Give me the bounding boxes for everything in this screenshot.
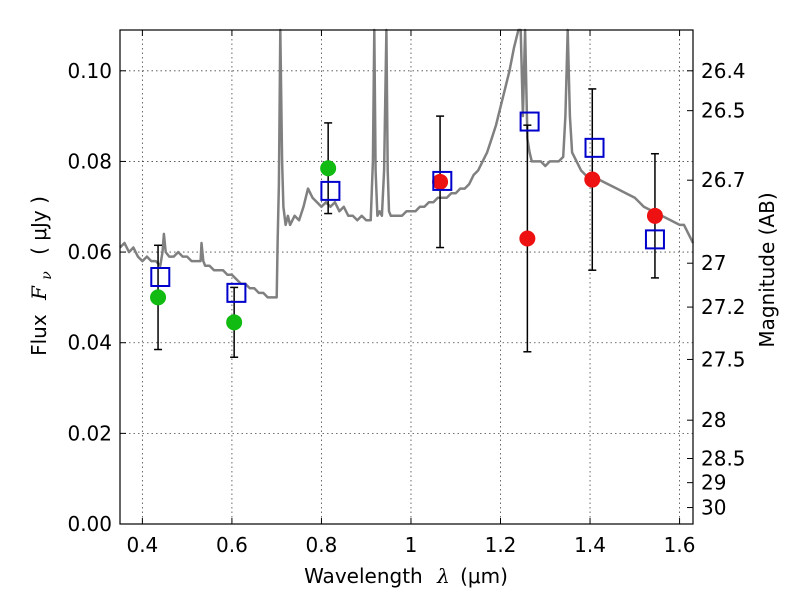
x-tick-label: 0.4 [126,533,158,557]
x-tick-label: 1.6 [664,533,696,557]
grid-lines [120,30,693,524]
model-square [226,282,247,303]
y2-tick-label: 26.7 [701,168,746,192]
x-axis-title-unit: (μm) [460,564,508,588]
y2-tick-label: 26.5 [701,99,746,123]
model-square [150,267,171,287]
x-tick-label: 1.2 [485,533,517,557]
red-data-point [646,207,663,224]
y-axis-title: Flux F ν ( μJy ) [27,196,56,356]
red-data-point [519,230,536,247]
green-data-point [226,314,243,331]
y2-tick-label: 28 [701,408,726,432]
spectrum-layer [119,28,695,299]
spectrum-line [119,28,695,299]
y-axis-title-symbol: F [27,285,51,301]
y2-tick-label: 27.5 [701,347,746,371]
red-data-point [432,173,449,190]
x-axis: 0.4 0.6 0.8 1 1.2 1.4 1.6 [126,30,695,557]
model-square [320,180,341,201]
x-tick-label: 0.6 [216,533,248,557]
x-axis-title-prefix: Wavelength [304,564,423,588]
x-axis-title: Wavelength λ (μm) [304,564,508,588]
y2-tick-label: 28.5 [701,446,746,470]
y-axis-title-prefix: Flux [27,314,51,356]
x-tick-label: 1.4 [574,533,606,557]
y-axis: 0.00 0.02 0.04 0.06 0.08 0.10 [67,59,126,536]
y-axis-title-subscript: ν [39,271,55,280]
green-data-point [320,160,337,177]
y-tick-label: 0.02 [67,421,112,445]
y-axis-title-unit: ( μJy ) [27,196,51,255]
y-tick-label: 0.00 [67,512,112,536]
y-tick-label: 0.06 [67,240,112,264]
plot-frame [119,29,694,525]
y2-tick-label: 26.4 [701,59,746,83]
squares-layer [150,111,665,303]
model-square [432,170,453,191]
y-tick-label: 0.08 [67,149,112,173]
y2-tick-label: 30 [701,496,726,520]
green-data-point [150,289,167,306]
x-tick-label: 0.8 [306,533,338,557]
model-square [519,111,540,132]
y2-tick-label: 27.2 [701,295,746,319]
y2-tick-label: 29 [701,471,726,495]
model-square [584,137,605,158]
y2-tick-label: 27 [701,251,726,275]
x-tick-label: 1 [405,533,418,557]
model-square [644,229,665,250]
x-axis-title-symbol: λ [436,564,450,588]
red-data-point [584,171,601,188]
y-tick-label: 0.10 [67,59,112,83]
y2-axis-title: Magnitude (AB) [755,192,779,347]
points-layer [150,160,663,331]
y-tick-label: 0.04 [67,331,112,355]
